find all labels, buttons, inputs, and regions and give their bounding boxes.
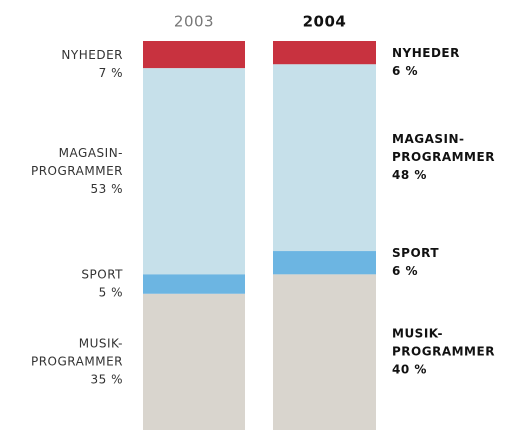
- segment-name: MAGASIN-: [392, 132, 465, 146]
- segment-name: SPORT: [392, 246, 439, 260]
- segment-name: SPORT: [81, 268, 123, 282]
- segment-name: MUSIK-: [79, 336, 123, 350]
- segment-name: MUSIK-: [392, 327, 443, 341]
- segment-name: PROGRAMMER: [392, 150, 495, 164]
- value-label: 35 %: [91, 372, 124, 386]
- segment-name: NYHEDER: [61, 48, 123, 62]
- bar-segment: [143, 41, 245, 69]
- value-label: 53 %: [91, 182, 124, 196]
- bar-segment: [143, 293, 245, 430]
- segment-name: PROGRAMMER: [31, 354, 123, 368]
- value-label: 6 %: [392, 264, 418, 278]
- value-label: 7 %: [99, 66, 123, 80]
- bar-segment: [273, 251, 376, 275]
- value-label: 40 %: [392, 363, 427, 377]
- segment-name: PROGRAMMER: [31, 164, 123, 178]
- bar-segment: [273, 274, 376, 430]
- value-label: 5 %: [99, 286, 123, 300]
- value-label: 6 %: [392, 64, 418, 78]
- segment-name: MAGASIN-: [59, 146, 123, 160]
- bar-segment: [143, 274, 245, 294]
- bar-segment: [273, 41, 376, 65]
- bar-segment: [273, 64, 376, 252]
- bar-segment: [143, 68, 245, 275]
- value-label: 48 %: [392, 168, 427, 182]
- year-label: 2004: [303, 13, 347, 31]
- year-label: 2003: [174, 13, 214, 31]
- segment-name: NYHEDER: [392, 46, 460, 60]
- segment-name: PROGRAMMER: [392, 345, 495, 359]
